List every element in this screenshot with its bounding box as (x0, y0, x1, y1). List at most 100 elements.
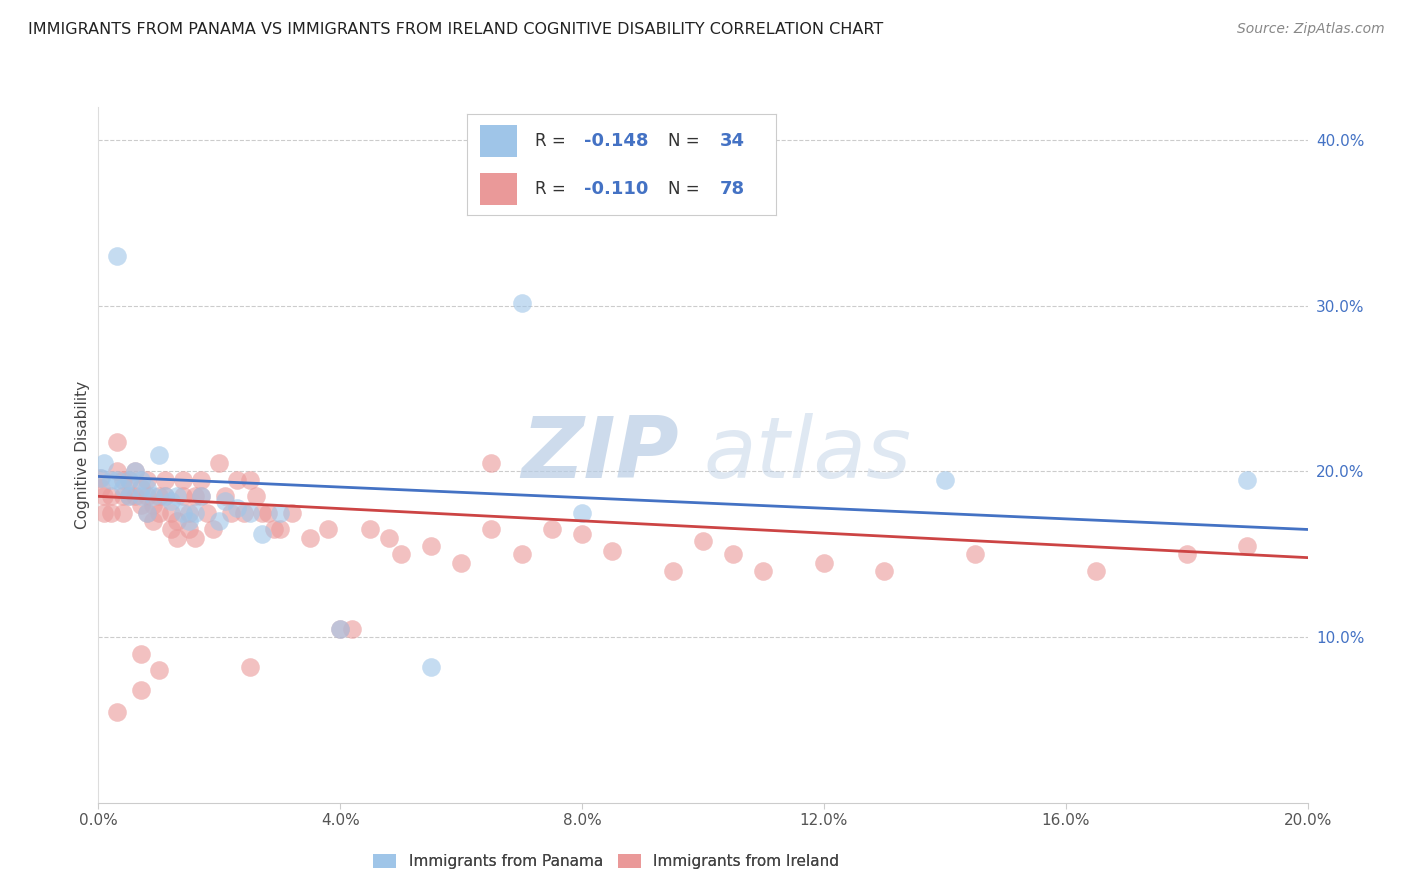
Point (245, 489, 267, 503)
Point (142, 498, 165, 512)
Point (873, 564, 896, 578)
Point (166, 489, 188, 503)
Point (377, 531, 399, 545)
Point (179, 523, 201, 537)
Point (90, 481, 112, 495)
Point (389, 547, 412, 561)
Point (662, 564, 685, 578)
Point (1085, 564, 1108, 578)
Point (281, 506, 304, 520)
Point (172, 506, 194, 520)
Point (105, 465, 128, 479)
Point (172, 473, 194, 487)
Point (420, 539, 443, 553)
Point (179, 506, 201, 520)
Point (124, 489, 146, 503)
Point (299, 531, 322, 545)
Point (269, 523, 291, 537)
Point (214, 489, 236, 503)
Point (118, 489, 141, 503)
Text: IMMIGRANTS FROM PANAMA VS IMMIGRANTS FROM IRELAND COGNITIVE DISABILITY CORRELATI: IMMIGRANTS FROM PANAMA VS IMMIGRANTS FRO… (28, 22, 883, 37)
Point (93, 506, 115, 520)
Point (232, 506, 254, 520)
Point (135, 506, 157, 520)
Point (250, 506, 273, 520)
Point (329, 622, 352, 636)
Point (208, 514, 231, 528)
Point (934, 473, 956, 487)
Point (172, 489, 194, 503)
Point (184, 531, 207, 545)
Point (129, 683, 152, 698)
Point (510, 547, 533, 561)
Point (450, 556, 472, 570)
Point (153, 489, 176, 503)
Point (329, 622, 352, 636)
Point (239, 473, 262, 487)
Point (965, 547, 987, 561)
Point (190, 489, 212, 503)
Point (1236, 473, 1258, 487)
Point (153, 489, 176, 503)
Point (166, 514, 188, 528)
Point (602, 544, 624, 558)
Point (360, 523, 382, 537)
Point (571, 527, 593, 541)
Point (89, 471, 111, 485)
Point (184, 489, 207, 503)
Point (250, 527, 273, 541)
Point (571, 506, 593, 520)
Text: Source: ZipAtlas.com: Source: ZipAtlas.com (1237, 22, 1385, 37)
Point (135, 506, 157, 520)
Point (316, 523, 339, 537)
Point (481, 523, 503, 537)
Point (148, 506, 170, 520)
Point (540, 523, 562, 537)
Point (160, 494, 183, 508)
Point (111, 473, 134, 487)
Point (1175, 547, 1198, 561)
Point (160, 506, 183, 520)
Point (124, 465, 146, 479)
Point (148, 663, 170, 677)
Text: atlas: atlas (703, 413, 911, 497)
Point (214, 494, 236, 508)
Point (124, 465, 146, 479)
Point (142, 514, 165, 528)
Point (93, 456, 115, 470)
Point (208, 456, 231, 470)
Point (202, 523, 225, 537)
Point (752, 564, 775, 578)
Point (269, 506, 291, 520)
Point (100, 489, 122, 503)
Point (226, 500, 249, 515)
Point (510, 295, 533, 310)
Point (129, 647, 152, 661)
Point (723, 547, 745, 561)
Point (105, 434, 128, 449)
Point (481, 456, 503, 470)
Point (135, 489, 157, 503)
Point (142, 489, 165, 503)
Point (148, 448, 170, 462)
Point (111, 481, 134, 495)
Point (166, 531, 188, 545)
Point (129, 473, 152, 487)
Point (190, 489, 212, 503)
Point (118, 489, 141, 503)
Legend: Immigrants from Panama, Immigrants from Ireland: Immigrants from Panama, Immigrants from … (367, 848, 845, 875)
Point (135, 481, 157, 495)
Point (135, 473, 157, 487)
Point (692, 534, 714, 549)
Text: ZIP: ZIP (522, 413, 679, 497)
Point (129, 481, 152, 495)
Point (118, 473, 141, 487)
Point (1236, 539, 1258, 553)
Point (153, 473, 176, 487)
Point (100, 506, 122, 520)
Point (111, 489, 134, 503)
Point (221, 506, 243, 520)
Point (148, 489, 170, 503)
Point (129, 489, 152, 503)
Point (105, 473, 128, 487)
